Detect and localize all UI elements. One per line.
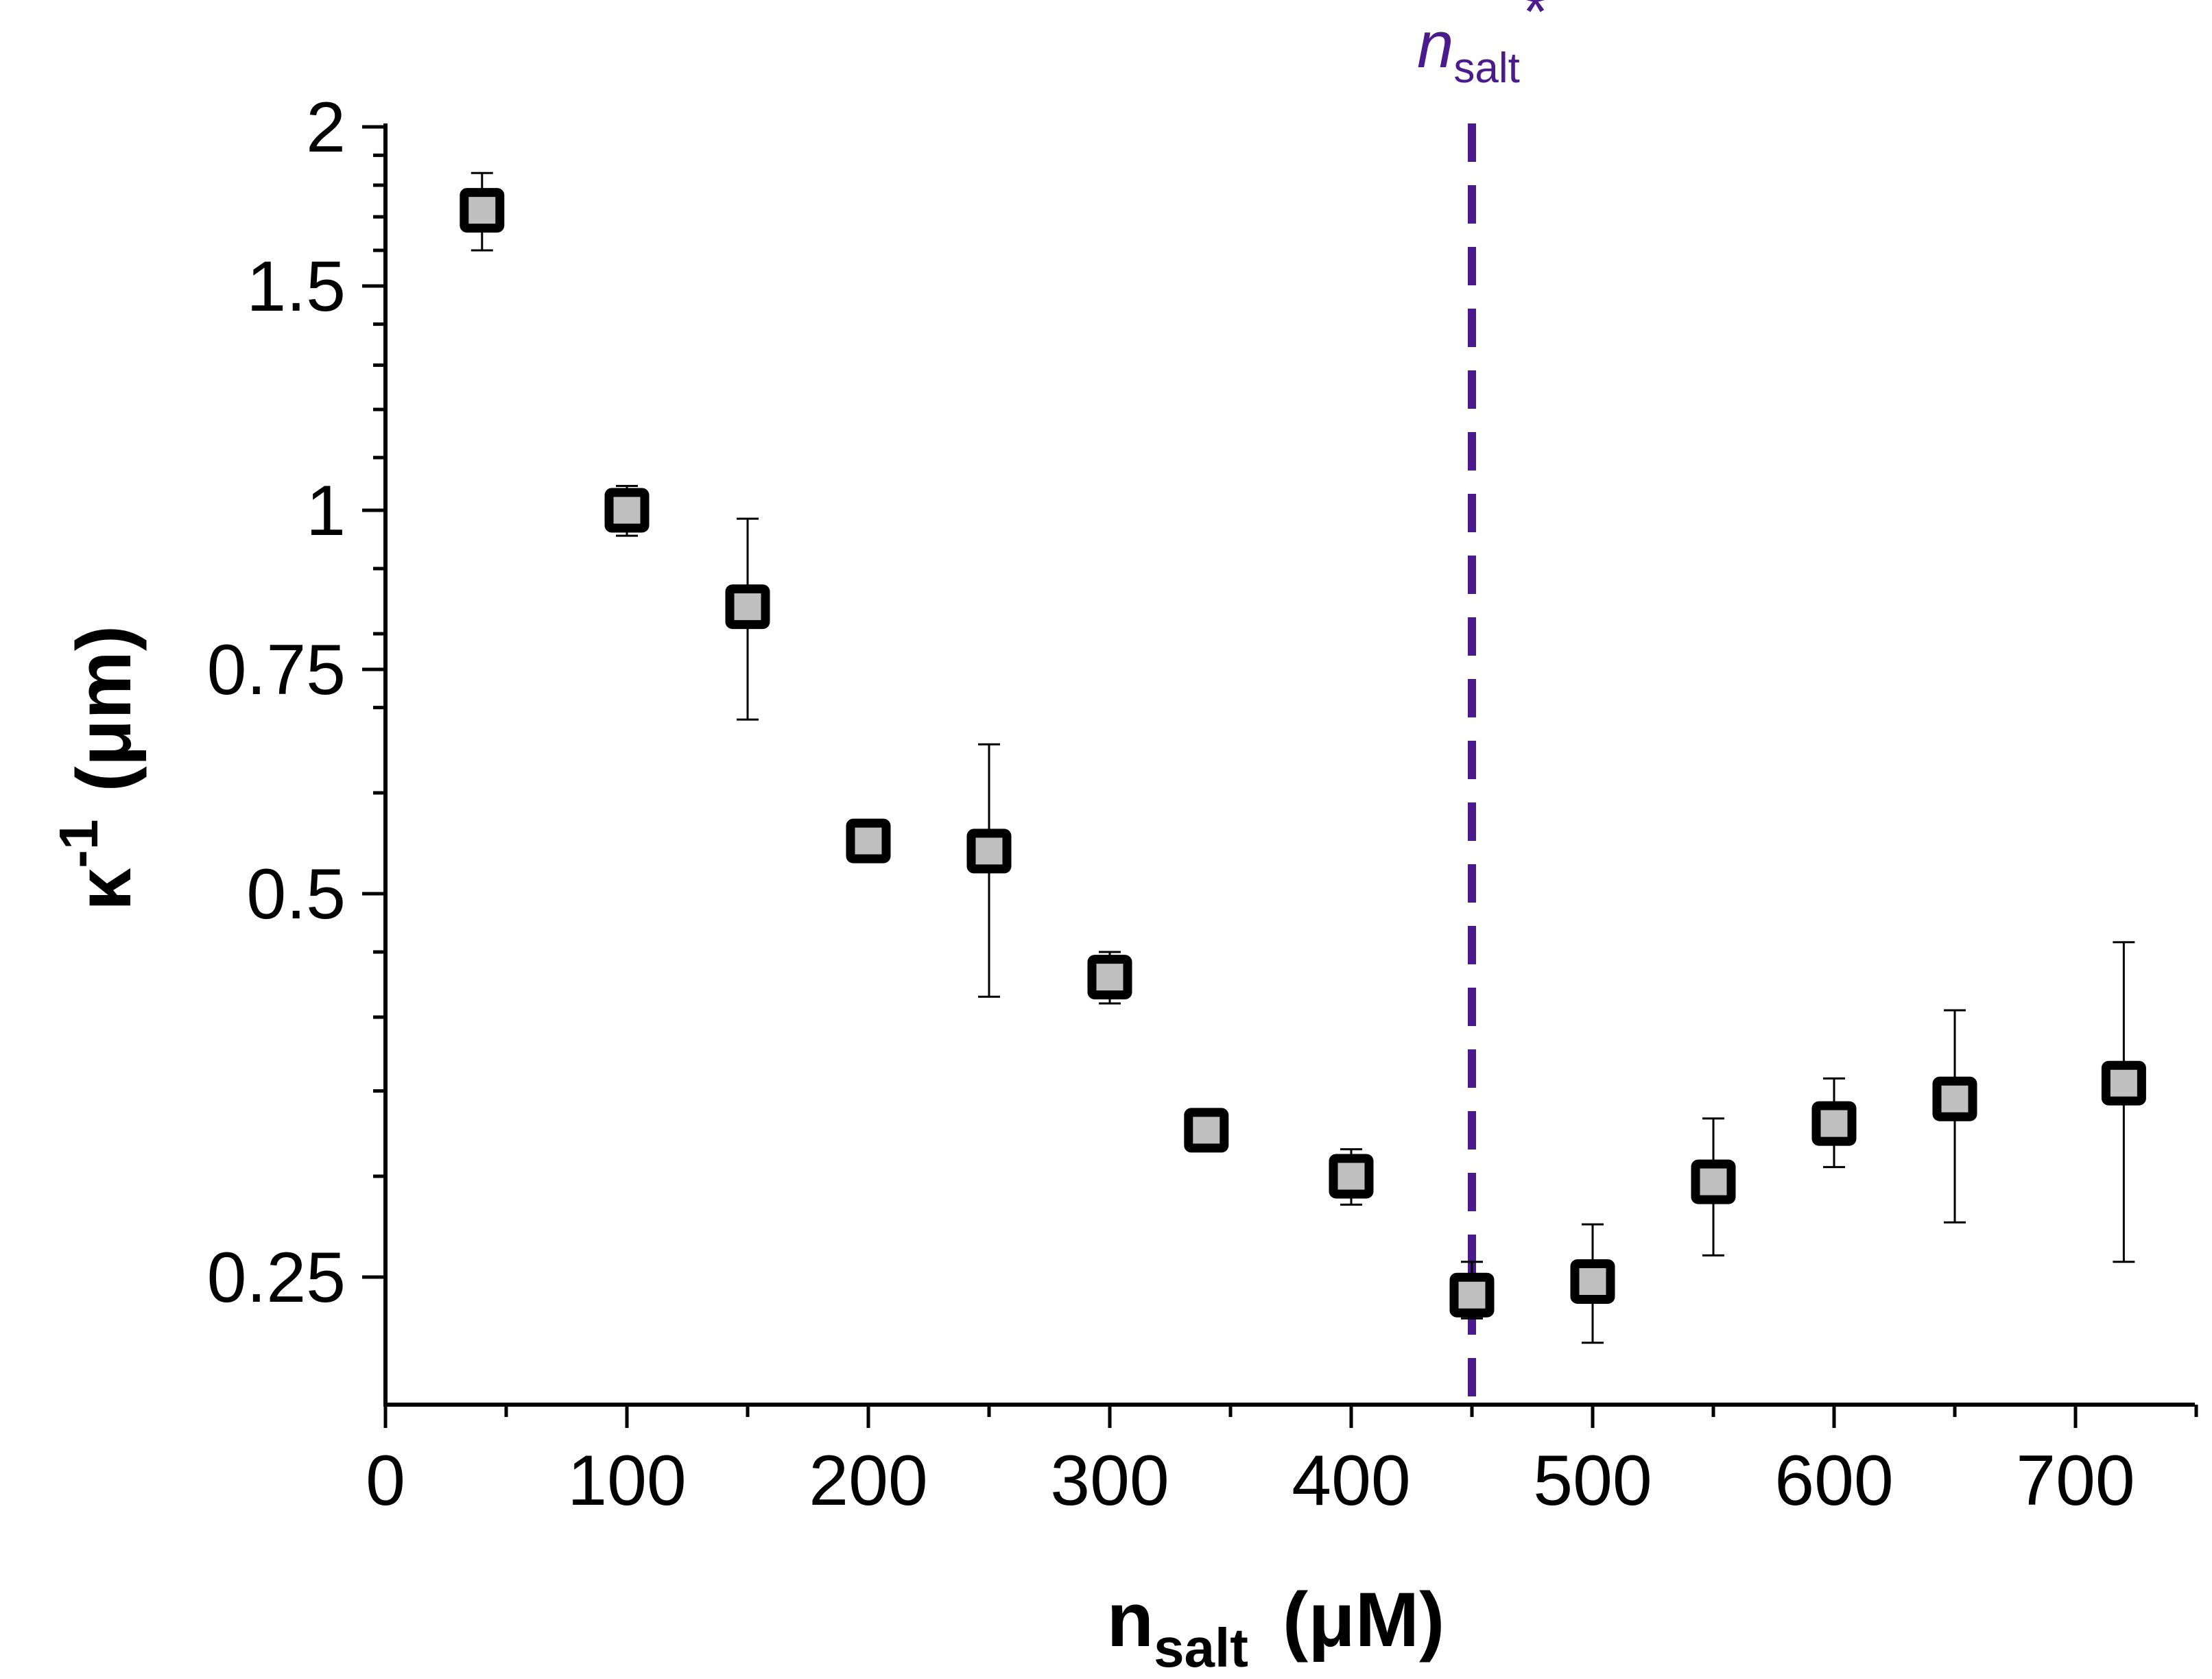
data-point xyxy=(846,818,891,864)
x-tick-label: 700 xyxy=(2016,1441,2135,1521)
data-point xyxy=(1449,1272,1495,1318)
data-point xyxy=(1932,1076,1977,1121)
data-point xyxy=(1691,1159,1736,1204)
y-tick-label: 1.5 xyxy=(246,247,346,326)
threshold-label-sub: salt xyxy=(1453,45,1519,92)
data-point xyxy=(1570,1259,1615,1304)
y-tick-label: 1 xyxy=(306,471,346,551)
data-point xyxy=(604,488,650,533)
x-tick-label: 600 xyxy=(1774,1441,1894,1521)
axes: 0 100 200 300 400 500 600 700 0.25 0.5 0.75 1 1.5 2 xyxy=(207,88,2198,1521)
x-axis-title-main: n xyxy=(1107,1577,1154,1663)
x-tick-label: 300 xyxy=(1050,1441,1169,1521)
data-point xyxy=(725,584,770,630)
data-point xyxy=(1087,955,1132,1000)
data-point xyxy=(1184,1108,1229,1153)
x-axis-title-sub: salt xyxy=(1154,1617,1248,1678)
data-markers xyxy=(460,188,2146,1318)
y-axis-title-main: κ xyxy=(61,868,147,911)
x-tick-label: 200 xyxy=(809,1441,928,1521)
data-point xyxy=(966,829,1012,874)
x-tick-label: 100 xyxy=(567,1441,687,1521)
threshold-label-main: n xyxy=(1417,8,1453,82)
error-bars xyxy=(471,171,2135,1344)
threshold-label-sup: * xyxy=(1520,0,1547,49)
data-point xyxy=(460,188,505,233)
x-tick-label: 0 xyxy=(366,1441,405,1521)
y-tick-label: 0.75 xyxy=(207,630,346,710)
threshold-label: nsalt* xyxy=(1417,0,1547,92)
y-axis-title: κ-1 (μm) xyxy=(48,626,147,911)
x-tick-label: 400 xyxy=(1292,1441,1411,1521)
x-axis-title: nsalt (μM) xyxy=(1107,1577,1445,1678)
y-axis-title-unit: (μm) xyxy=(61,626,147,792)
y-tick-label: 0.25 xyxy=(207,1238,346,1318)
y-tick-label: 2 xyxy=(306,88,346,167)
data-point xyxy=(2101,1060,2146,1106)
data-point xyxy=(1329,1154,1374,1199)
y-tick-label: 0.5 xyxy=(246,855,346,934)
x-tick-label: 500 xyxy=(1533,1441,1652,1521)
data-point xyxy=(1811,1101,1857,1146)
x-axis-title-unit: (μM) xyxy=(1283,1577,1444,1663)
y-axis-title-sup: -1 xyxy=(48,820,109,868)
